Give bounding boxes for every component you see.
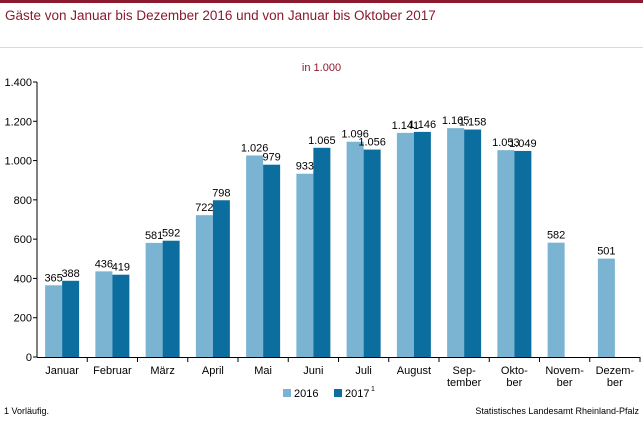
y-tick-label: 1.000 bbox=[4, 156, 32, 168]
y-tick-label: 400 bbox=[14, 273, 32, 285]
bar-2016 bbox=[396, 132, 414, 357]
x-tick-label: ber bbox=[557, 377, 573, 389]
bar-2016 bbox=[547, 242, 565, 357]
x-tick-label: August bbox=[397, 365, 431, 377]
x-tick-label: Mai bbox=[254, 365, 272, 377]
x-tick-label: Novem- bbox=[545, 365, 584, 377]
bar-2017 bbox=[464, 129, 482, 357]
x-tick-label: Sep- bbox=[453, 365, 477, 377]
x-tick-label: tember bbox=[447, 377, 482, 389]
data-label-2016: 365 bbox=[44, 272, 62, 284]
y-tick-label: 800 bbox=[14, 195, 32, 207]
legend-label-2016: 2016 bbox=[294, 388, 318, 400]
unit-label: in 1.000 bbox=[301, 62, 342, 74]
bar-2016 bbox=[346, 141, 364, 357]
bar-2016 bbox=[95, 271, 113, 357]
data-label-2017: 1.049 bbox=[509, 138, 537, 150]
x-tick-label: ber bbox=[506, 377, 522, 389]
bar-2016 bbox=[246, 155, 264, 357]
legend-superscript: 1 bbox=[371, 386, 375, 393]
x-tick-label: Januar bbox=[45, 365, 79, 377]
data-label-2017: 1.056 bbox=[358, 137, 386, 149]
x-tick-label: Juli bbox=[355, 365, 372, 377]
legend-label-2017: 2017 bbox=[345, 388, 369, 400]
data-label-2016: 436 bbox=[95, 258, 113, 270]
bar-2017 bbox=[112, 274, 130, 357]
x-tick-label: Juni bbox=[303, 365, 323, 377]
top-accent-rule bbox=[0, 0, 643, 3]
data-label-2017: 592 bbox=[162, 228, 180, 240]
data-label-2016: 1.026 bbox=[241, 142, 269, 154]
bar-2017 bbox=[413, 131, 431, 357]
x-tick-label: ber bbox=[607, 377, 623, 389]
legend-swatch-2016 bbox=[283, 389, 291, 397]
bar-2017 bbox=[363, 149, 381, 357]
bar-2017 bbox=[514, 150, 532, 357]
data-label-2016: 1.053 bbox=[492, 137, 520, 149]
chart-title: Gäste von Januar bis Dezember 2016 und v… bbox=[5, 8, 436, 23]
y-tick-label: 1.400 bbox=[4, 77, 32, 89]
bar-2016 bbox=[195, 215, 213, 357]
data-label-2016: 1.096 bbox=[341, 129, 369, 141]
bar-2017 bbox=[313, 147, 331, 357]
bar-2017 bbox=[212, 200, 230, 357]
x-tick-label: Okto- bbox=[501, 365, 528, 377]
bar-2016 bbox=[447, 128, 465, 357]
data-label-2016: 933 bbox=[296, 161, 314, 173]
bar-2016 bbox=[145, 242, 163, 357]
bar-2016 bbox=[45, 285, 63, 357]
title-divider bbox=[0, 47, 643, 48]
data-label-2016: 582 bbox=[547, 230, 565, 242]
x-tick-label: März bbox=[150, 365, 174, 377]
data-label-2016: 1.141 bbox=[392, 120, 420, 132]
bar-2016 bbox=[597, 258, 615, 357]
data-label-2016: 501 bbox=[597, 246, 615, 258]
data-label-2016: 722 bbox=[195, 202, 213, 214]
y-tick-label: 600 bbox=[14, 234, 32, 246]
bar-2017 bbox=[263, 164, 281, 357]
legend-swatch-2017 bbox=[334, 389, 342, 397]
data-label-2017: 388 bbox=[61, 268, 79, 280]
x-tick-label: Dezem- bbox=[596, 365, 635, 377]
y-tick-label: 200 bbox=[14, 313, 32, 325]
x-tick-label: April bbox=[202, 365, 224, 377]
bar-2017 bbox=[162, 240, 180, 357]
bar-2017 bbox=[62, 280, 80, 357]
source-label: Statistisches Landesamt Rheinland-Pfalz bbox=[475, 406, 639, 416]
data-label-2017: 979 bbox=[262, 152, 280, 164]
data-label-2016: 581 bbox=[145, 230, 163, 242]
data-label-2017: 1.065 bbox=[308, 135, 336, 147]
data-label-2017: 1.158 bbox=[459, 117, 487, 129]
x-tick-label: Februar bbox=[93, 365, 132, 377]
data-label-2017: 1.146 bbox=[409, 119, 437, 131]
data-label-2017: 798 bbox=[212, 187, 230, 199]
data-label-2017: 419 bbox=[112, 262, 130, 274]
bar-2016 bbox=[497, 150, 515, 357]
bar-2016 bbox=[296, 173, 314, 357]
y-tick-label: 1.200 bbox=[4, 116, 32, 128]
footnote: 1 Vorläufig. bbox=[4, 406, 50, 416]
data-label-2016: 1.165 bbox=[442, 115, 470, 127]
y-tick-label: 0 bbox=[26, 352, 32, 364]
